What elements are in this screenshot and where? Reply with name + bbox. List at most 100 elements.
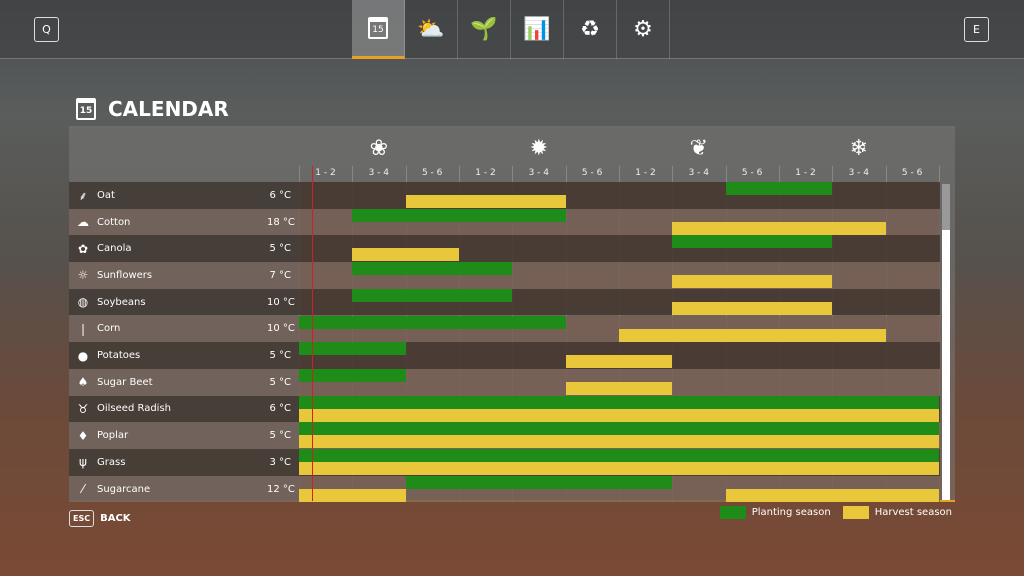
crop-cell: ψ Grass 3 °C [69,449,299,476]
crop-potatoes-icon: ● [77,348,89,363]
prev-page-key-button[interactable]: Q [34,17,59,42]
harvest-bar [672,301,833,315]
legend-harvest-swatch [842,506,869,519]
season-leaf-icon: ❦ [689,136,709,161]
harvest-bar [565,355,673,369]
planting-bar [725,182,833,195]
period-label: 3 - 4 [368,168,390,178]
crop-name: Canola [97,243,132,255]
planting-bar [299,342,406,356]
calendar-icon: 15 [76,98,96,120]
tab-sprout[interactable]: 🌱 [458,0,511,59]
legend-planting-label: Planting season [751,507,831,518]
planting-bar [352,262,513,276]
menu-tabs: 15 ⛅ 🌱 📊 ♻ ⚙ [352,0,670,59]
harvest-bar [405,195,566,208]
harvest-bar [299,408,939,422]
page-header: 15 CALENDAR [76,97,229,121]
period-label: 5 - 6 [421,168,443,178]
crop-cell: ♠ Sugar Beet 5 °C [69,368,299,396]
crop-cell: ☁ Cotton 18 °C [69,208,299,236]
period-label: 1 - 2 [315,168,336,178]
planting-bar [299,449,939,462]
legend-planting-swatch [719,506,746,519]
page-title: CALENDAR [108,97,229,121]
top-bar: Q 15 ⛅ 🌱 📊 ♻ ⚙ E [0,0,1024,59]
harvest-bar [672,275,833,289]
esc-key-icon: ESC [69,510,95,527]
cycle-icon: ♻ [580,17,600,42]
table-row: ● Potatoes 5 °C [69,342,940,369]
tab-settings[interactable]: ⚙ [617,0,670,59]
crop-name: Oilseed Radish [97,403,171,415]
harvest-bar [299,435,939,449]
planting-bar [405,475,673,489]
legend-harvest-label: Harvest season [874,507,952,518]
planting-bar [672,235,833,249]
harvest-bar [618,328,886,342]
harvest-bar [352,248,459,262]
back-label: BACK [100,513,131,524]
crop-oat-icon: ⸙ [78,188,88,203]
planting-bar [299,395,939,409]
period-label: 3 - 4 [848,168,869,178]
crop-name: Sugarcane [97,483,151,495]
period-label: 5 - 6 [581,168,603,178]
crop-corn-icon: ❘ [77,321,89,336]
tab-prices-chart[interactable]: 📊 [511,0,564,59]
tab-weather[interactable]: ⛅ [405,0,458,59]
period-label: 1 - 2 [475,168,496,178]
crop-name: Grass [97,456,126,468]
crop-cotton-icon: ☁ [77,215,89,230]
harvest-bar [672,221,886,235]
crop-temperature: 18 °C [267,216,295,228]
crop-name: Oat [97,189,115,201]
table-row: ♠ Sugar Beet 5 °C [69,368,940,396]
crop-name: Poplar [97,430,129,442]
crop-cell: ● Potatoes 5 °C [69,342,299,369]
scrollbar[interactable] [942,184,950,500]
prices-chart-icon: 📊 [523,17,551,42]
season-sun-icon: ✹ [529,136,549,161]
crop-sugar-beet-icon: ♠ [77,375,89,390]
calendar-icon: 15 [368,17,388,39]
crop-temperature: 5 °C [269,430,291,442]
crop-cell: ✿ Canola 5 °C [69,235,299,263]
scrollbar-thumb[interactable] [942,184,950,230]
sprout-icon: 🌱 [470,17,498,42]
tab-calendar[interactable]: 15 [352,0,405,59]
planting-bar [352,208,566,222]
period-label: 3 - 4 [528,168,550,178]
back-button[interactable]: ESC BACK [69,510,131,527]
period-label: 1 - 2 [635,168,656,178]
crop-temperature: 6 °C [269,403,291,415]
next-page-key-button[interactable]: E [964,17,989,42]
period-label: 1 - 2 [795,168,816,178]
season-snowflake-icon: ❄ [849,136,869,161]
harvest-bar [299,462,939,475]
legend: Planting season Harvest season [719,506,952,519]
period-label: 3 - 4 [688,168,709,178]
crop-grass-icon: ψ [79,455,87,470]
planting-bar [352,288,513,302]
crop-cell: ❘ Corn 10 °C [69,315,299,343]
crop-temperature: 5 °C [269,376,291,388]
planting-bar [299,315,566,329]
current-time-indicator [312,166,314,501]
harvest-bar [299,488,406,502]
crop-temperature: 6 °C [269,189,291,201]
crop-poplar-icon: ♦ [77,428,89,443]
planting-bar [299,368,406,382]
crop-canola-icon: ✿ [77,241,89,256]
crop-name: Sugar Beet [97,376,153,388]
harvest-bar [565,381,673,395]
crop-temperature: 10 °C [267,323,295,335]
crop-oilseed-radish-icon: ♉ [77,401,89,416]
tab-cycle[interactable]: ♻ [564,0,617,59]
crop-cell: ◍ Soybeans 10 °C [69,288,299,316]
crop-sugarcane-icon: ⁄ [81,482,84,497]
crop-soybeans-icon: ◍ [77,295,89,310]
season-flower-icon: ❀ [369,136,389,161]
calendar-panel: ❀ ✹ ❦ ❄ 1 - 2 3 - 4 5 - 6 1 - 2 3 - 4 5 - 6 1 - 2 3… [69,126,955,503]
period-label: 5 - 6 [741,168,763,178]
